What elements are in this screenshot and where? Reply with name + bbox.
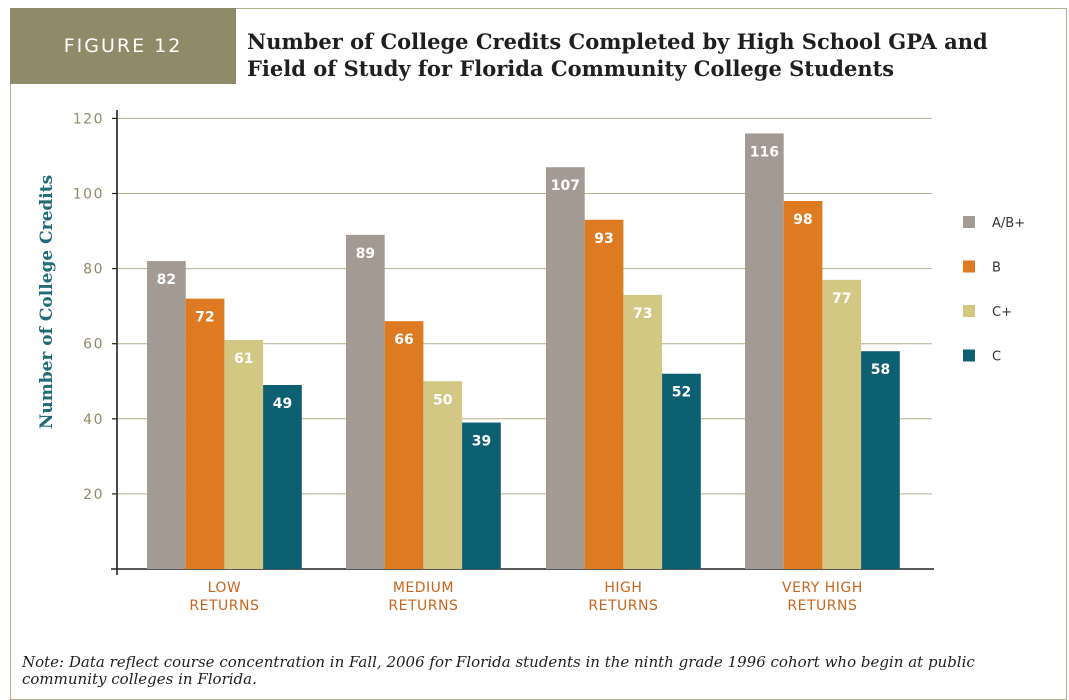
category-label: RETURNS bbox=[189, 598, 259, 614]
data-label: 39 bbox=[472, 434, 491, 450]
y-axis-label: Number of College Credits bbox=[37, 175, 57, 429]
legend-swatch bbox=[963, 305, 975, 317]
data-label: 52 bbox=[672, 385, 691, 401]
legend-label: C bbox=[992, 350, 1001, 365]
y-tick-label: 60 bbox=[83, 337, 104, 353]
y-tick-label: 20 bbox=[83, 487, 104, 503]
data-label: 66 bbox=[394, 332, 413, 348]
bar-c-0 bbox=[263, 385, 302, 569]
bar-c-3 bbox=[861, 351, 900, 569]
legend-label: C+ bbox=[992, 305, 1012, 320]
bar-ab-2 bbox=[546, 167, 585, 569]
bar-c-2 bbox=[623, 294, 663, 569]
bar-b-3 bbox=[783, 201, 823, 569]
data-label: 93 bbox=[594, 231, 613, 247]
bar-b-2 bbox=[584, 219, 624, 569]
figure-label: FIGURE 12 bbox=[10, 8, 236, 84]
data-label: 98 bbox=[793, 212, 812, 228]
y-tick-label: 120 bbox=[73, 111, 104, 127]
chart-title: Number of College Credits Completed by H… bbox=[247, 29, 988, 81]
data-label: 82 bbox=[157, 272, 176, 288]
bar-c-1 bbox=[462, 422, 501, 569]
category-label: RETURNS bbox=[588, 598, 658, 614]
data-label: 49 bbox=[273, 396, 292, 412]
bar-c-2 bbox=[662, 373, 701, 569]
bar-c-3 bbox=[822, 279, 862, 569]
legend-swatch bbox=[963, 216, 975, 228]
data-label: 58 bbox=[871, 362, 890, 378]
category-label: LOW bbox=[208, 580, 242, 596]
bar-b-0 bbox=[185, 298, 225, 569]
data-label: 116 bbox=[750, 144, 779, 160]
legend-label: B bbox=[992, 261, 1001, 276]
data-label: 73 bbox=[633, 306, 652, 322]
y-tick-label: 100 bbox=[73, 187, 104, 203]
chart-note: Note: Data reflect course concentration … bbox=[22, 653, 975, 688]
data-label: 107 bbox=[551, 178, 580, 194]
bar-b-1 bbox=[384, 321, 424, 569]
bar-c-1 bbox=[423, 381, 463, 569]
bar-ab-1 bbox=[346, 234, 385, 569]
legend-label: A/B+ bbox=[992, 216, 1025, 231]
category-label: RETURNS bbox=[787, 598, 857, 614]
y-tick-label: 80 bbox=[83, 262, 104, 278]
bar-ab-3 bbox=[745, 133, 784, 570]
data-label: 61 bbox=[234, 351, 253, 367]
data-label: 89 bbox=[356, 246, 375, 262]
category-label: VERY HIGH bbox=[782, 580, 863, 596]
data-label: 77 bbox=[832, 291, 851, 307]
category-label: HIGH bbox=[604, 580, 642, 596]
bar-ab-0 bbox=[147, 261, 186, 569]
bar-c-0 bbox=[224, 339, 264, 569]
category-label: MEDIUM bbox=[393, 580, 454, 596]
y-tick-label: 40 bbox=[83, 412, 104, 428]
bar-chart: 20 40 60 80 100 120 Number of College Credits 8… bbox=[37, 110, 1025, 614]
category-label: RETURNS bbox=[388, 598, 458, 614]
legend-swatch bbox=[963, 349, 975, 362]
legend-swatch bbox=[963, 260, 975, 273]
data-label: 72 bbox=[195, 310, 214, 326]
data-label: 50 bbox=[433, 392, 453, 408]
